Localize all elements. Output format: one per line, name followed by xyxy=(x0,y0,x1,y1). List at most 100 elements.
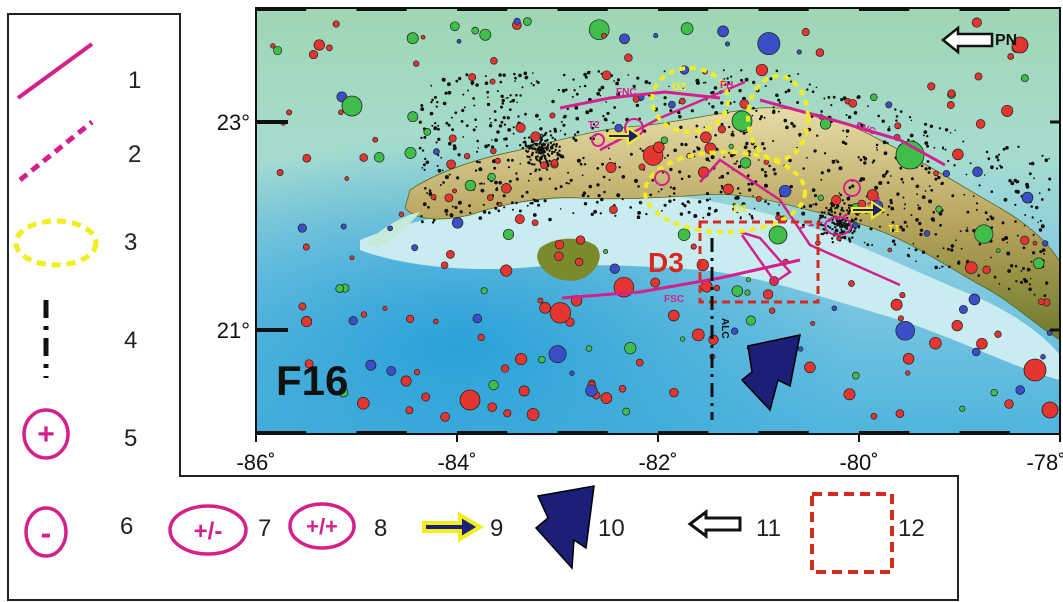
quake-dot xyxy=(790,121,794,126)
quake-epicenter xyxy=(798,346,804,352)
quake-dot xyxy=(421,149,425,152)
quake-dot xyxy=(696,147,701,151)
quake-dot xyxy=(437,168,442,173)
quake-dot xyxy=(895,115,899,118)
quake-dot xyxy=(867,105,869,108)
quake-dot xyxy=(522,141,525,144)
quake-dot xyxy=(574,106,579,110)
quake-epicenter xyxy=(420,34,426,40)
quake-dot xyxy=(890,206,895,211)
quake-epicenter xyxy=(569,370,575,376)
quake-dot xyxy=(824,216,827,219)
quake-dot xyxy=(1030,161,1035,166)
quake-dot xyxy=(978,184,981,187)
quake-dot xyxy=(863,157,868,161)
quake-epicenter xyxy=(433,318,439,325)
quake-dot xyxy=(478,216,483,220)
quake-dot xyxy=(947,159,950,163)
quake-epicenter xyxy=(446,159,456,170)
quake-dot xyxy=(534,155,538,159)
quake-dot xyxy=(686,200,690,204)
quake-epicenter xyxy=(724,41,731,47)
quake-epicenter xyxy=(843,388,856,401)
quake-dot xyxy=(536,158,539,162)
quake-epicenter xyxy=(618,385,627,393)
quake-dot xyxy=(692,150,696,153)
quake-dot xyxy=(680,177,684,181)
quake-dot xyxy=(904,203,907,206)
quake-dot xyxy=(895,119,898,122)
quake-dot xyxy=(432,219,436,222)
quake-dot xyxy=(713,210,717,213)
quake-dot xyxy=(669,186,673,189)
quake-dot xyxy=(530,163,534,166)
quake-dot xyxy=(816,134,819,137)
quake-dot xyxy=(572,78,575,81)
quake-dot xyxy=(426,192,429,195)
quake-dot xyxy=(934,177,938,181)
quake-dot xyxy=(431,124,434,127)
quake-dot xyxy=(915,184,920,189)
quake-dot xyxy=(832,221,835,225)
legend-number: 12 xyxy=(898,515,925,542)
quake-epicenter xyxy=(804,361,816,374)
quake-dot xyxy=(1048,157,1050,160)
quake-dot xyxy=(894,108,897,111)
quake-dot xyxy=(568,182,571,185)
quake-dot xyxy=(533,199,537,203)
quake-dot xyxy=(496,90,499,93)
quake-dot xyxy=(763,116,766,119)
quake-dot xyxy=(540,138,543,141)
quake-epicenter xyxy=(740,157,752,169)
quake-dot xyxy=(1001,221,1005,225)
quake-dot xyxy=(425,160,430,165)
quake-dot xyxy=(854,217,858,221)
quake-dot xyxy=(750,214,754,218)
quake-dot xyxy=(889,198,893,202)
quake-dot xyxy=(736,187,740,190)
quake-epicenter xyxy=(463,153,471,160)
quake-dot xyxy=(777,110,780,113)
quake-dot xyxy=(797,73,800,75)
quake-dot xyxy=(893,243,897,246)
quake-dot xyxy=(830,210,834,213)
quake-dot xyxy=(832,95,836,99)
quake-dot xyxy=(1009,264,1014,268)
quake-epicenter xyxy=(273,45,283,56)
ellipse-d1 xyxy=(643,150,807,234)
quake-dot xyxy=(496,130,500,134)
ellipse-east xyxy=(746,74,810,162)
quake-dot xyxy=(679,125,683,129)
quake-dot xyxy=(832,204,835,207)
quake-dot xyxy=(591,126,594,130)
legend: 1 2 3 4 + 5 - 6 xyxy=(13,42,141,558)
quake-dot xyxy=(733,100,736,104)
quake-dot xyxy=(764,85,767,87)
quake-dot xyxy=(637,211,641,215)
quake-dot xyxy=(839,231,842,234)
quake-dot xyxy=(420,136,423,140)
quake-dot xyxy=(554,187,558,191)
legend-number: 11 xyxy=(756,515,781,542)
quake-epicenter xyxy=(975,119,986,129)
quake-dot xyxy=(851,184,855,188)
quake-dot xyxy=(1043,252,1045,255)
quake-dot xyxy=(448,141,452,146)
quake-dot xyxy=(941,147,945,150)
quake-dot xyxy=(927,171,931,174)
quake-dot xyxy=(921,250,926,254)
quake-dot xyxy=(742,131,746,135)
quake-dot xyxy=(871,161,874,164)
quake-epicenter xyxy=(497,201,503,207)
quake-dot xyxy=(899,166,903,170)
quake-dot xyxy=(969,162,972,165)
quake-dot xyxy=(648,81,651,85)
quake-epicenter xyxy=(400,375,412,387)
quake-dot xyxy=(708,102,711,105)
quake-dot xyxy=(420,220,424,224)
quake-dot xyxy=(831,159,836,164)
quake-dot xyxy=(847,115,852,119)
quake-dot xyxy=(827,96,831,99)
quake-dot xyxy=(821,224,825,227)
quake-dot xyxy=(515,93,518,97)
